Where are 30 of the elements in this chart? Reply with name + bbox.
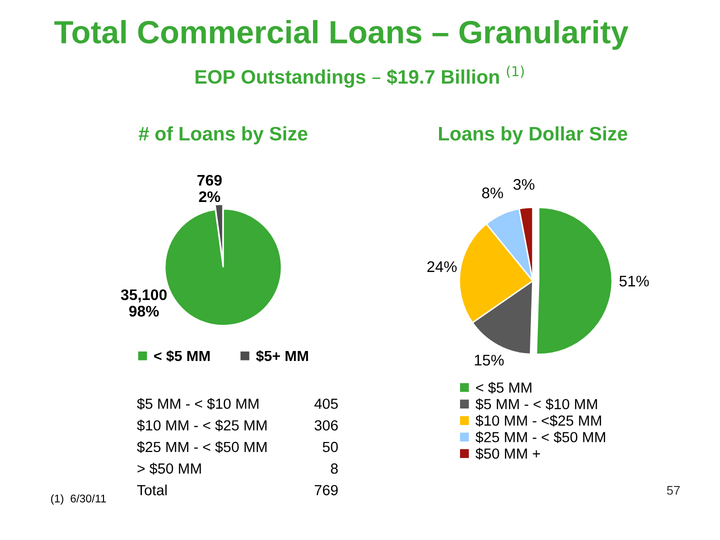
data-label: 3% bbox=[513, 179, 534, 190]
data-label: 306 bbox=[314, 420, 338, 431]
data-label: 51% bbox=[619, 276, 649, 286]
data-label: 8% bbox=[482, 188, 504, 198]
text: 769 bbox=[314, 484, 338, 496]
text: EOP Outstandings – $19.7 Billion $^{(1)}$ bbox=[196, 66, 524, 88]
text: 57 bbox=[667, 486, 680, 495]
data-label: 405 bbox=[314, 398, 338, 409]
data-label: 50 bbox=[322, 442, 338, 452]
data-label: 24% bbox=[427, 261, 457, 272]
text: (1) 6/30/11 bbox=[51, 494, 106, 505]
legend-label: < $5 MM bbox=[476, 382, 532, 394]
category-label: $10 MM - < $25 MM bbox=[136, 420, 266, 432]
data-label: 769 2% bbox=[197, 174, 222, 202]
legend-label: $5 MM - < $10 MM bbox=[476, 398, 597, 410]
category-label: $25 MM - < $50 MM bbox=[136, 441, 266, 453]
legend-label: $10 MM - <$25 MM bbox=[476, 414, 602, 427]
chart-title: Loans by Dollar Size bbox=[439, 126, 628, 144]
legend-label: < $5 MM bbox=[154, 350, 210, 362]
text: Total bbox=[137, 484, 167, 496]
category-label: > $50 MM bbox=[138, 462, 201, 475]
text: Total Commercial Loans – Granularity bbox=[54, 20, 628, 50]
legend-label: $50 MM + bbox=[476, 448, 540, 460]
chart-title: # of Loans by Size bbox=[138, 126, 308, 144]
data-label: 35,100 98% bbox=[120, 289, 167, 317]
category-label: $5 MM - < $10 MM bbox=[136, 398, 258, 410]
data-label: 15% bbox=[474, 354, 504, 366]
legend-label: $25 MM - < $50 MM bbox=[476, 431, 606, 444]
legend-label: $5+ MM bbox=[256, 350, 308, 362]
data-label: 8 bbox=[330, 463, 338, 474]
